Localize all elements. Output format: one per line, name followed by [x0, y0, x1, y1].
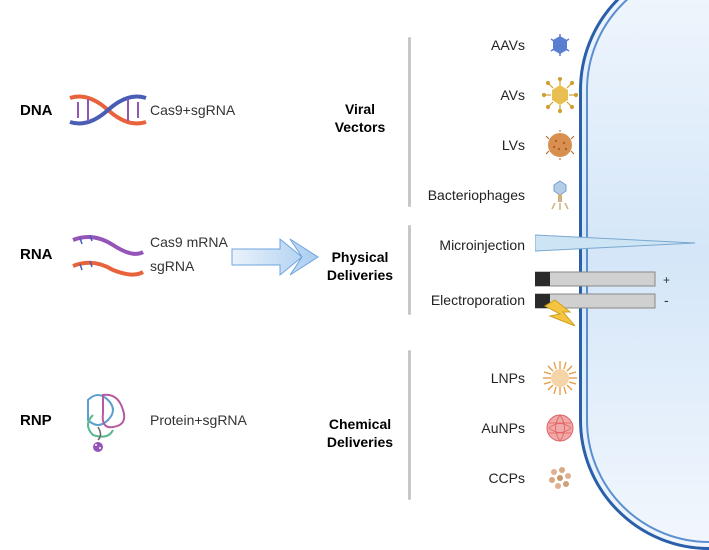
delivery-lvs: LVs [420, 125, 585, 165]
cargo-rnp-sub: Protein+sgRNA [150, 412, 247, 428]
delivery-electro-label: Electroporation [420, 292, 535, 308]
cargo-dna-sub: Cas9+sgRNA [150, 102, 235, 118]
category-chemical-l1: Chemical [320, 415, 400, 433]
delivery-ccps: CCPs [420, 458, 585, 498]
category-viral: Viral Vectors [320, 100, 400, 136]
category-physical-l2: Deliveries [320, 266, 400, 284]
cargo-rnp-label: RNP [20, 412, 65, 429]
cargo-dna-row: DNA Cas9+sgRNA [20, 90, 235, 130]
delivery-avs: AVs [420, 75, 585, 115]
cargo-rna-sub1: Cas9 mRNA [150, 234, 228, 250]
delivery-ccps-label: CCPs [420, 470, 535, 486]
svg-text:-: - [664, 292, 669, 308]
category-physical-l1: Physical [320, 248, 400, 266]
rna-strands-icon [65, 230, 150, 278]
cargo-dna-label: DNA [20, 102, 65, 119]
lv-icon [535, 129, 585, 161]
flow-arrow-icon [230, 235, 320, 279]
ccp-icon [535, 462, 585, 494]
divider-chemical [408, 350, 411, 500]
cargo-rna-row: RNA Cas9 mRNA sgRNA [20, 230, 228, 278]
electroporation-icon: + - [535, 270, 675, 331]
delivery-lnps: LNPs [420, 358, 585, 398]
delivery-aunps: AuNPs [420, 408, 585, 448]
delivery-electroporation: Electroporation + - [420, 272, 680, 328]
delivery-phages: Bacteriophages [420, 175, 585, 215]
category-physical: Physical Deliveries [320, 248, 400, 284]
aunp-icon [535, 413, 585, 443]
delivery-microinjection: Microinjection [420, 225, 700, 265]
cargo-rna-label: RNA [20, 246, 65, 263]
bacteriophage-icon [535, 179, 585, 211]
delivery-phages-label: Bacteriophages [420, 187, 535, 203]
dna-helix-icon [65, 90, 150, 130]
category-chemical-l2: Deliveries [320, 433, 400, 451]
lnp-icon [535, 360, 585, 396]
aav-icon [535, 32, 585, 58]
category-viral-l2: Vectors [320, 118, 400, 136]
delivery-aavs: AAVs [420, 25, 585, 65]
protein-complex-icon [65, 385, 150, 455]
av-icon [535, 77, 585, 113]
delivery-avs-label: AVs [420, 87, 535, 103]
category-chemical: Chemical Deliveries [320, 415, 400, 451]
divider-viral [408, 37, 411, 207]
cargo-rna-sub2: sgRNA [150, 258, 228, 274]
divider-physical [408, 225, 411, 315]
delivery-lnps-label: LNPs [420, 370, 535, 386]
delivery-lvs-label: LVs [420, 137, 535, 153]
delivery-aavs-label: AAVs [420, 37, 535, 53]
delivery-micro-label: Microinjection [420, 237, 535, 253]
cargo-rnp-row: RNP Protein+sgRNA [20, 385, 247, 455]
microinjection-needle-icon [535, 231, 695, 260]
svg-text:+: + [663, 273, 670, 287]
delivery-aunps-label: AuNPs [420, 420, 535, 436]
category-viral-l1: Viral [320, 100, 400, 118]
